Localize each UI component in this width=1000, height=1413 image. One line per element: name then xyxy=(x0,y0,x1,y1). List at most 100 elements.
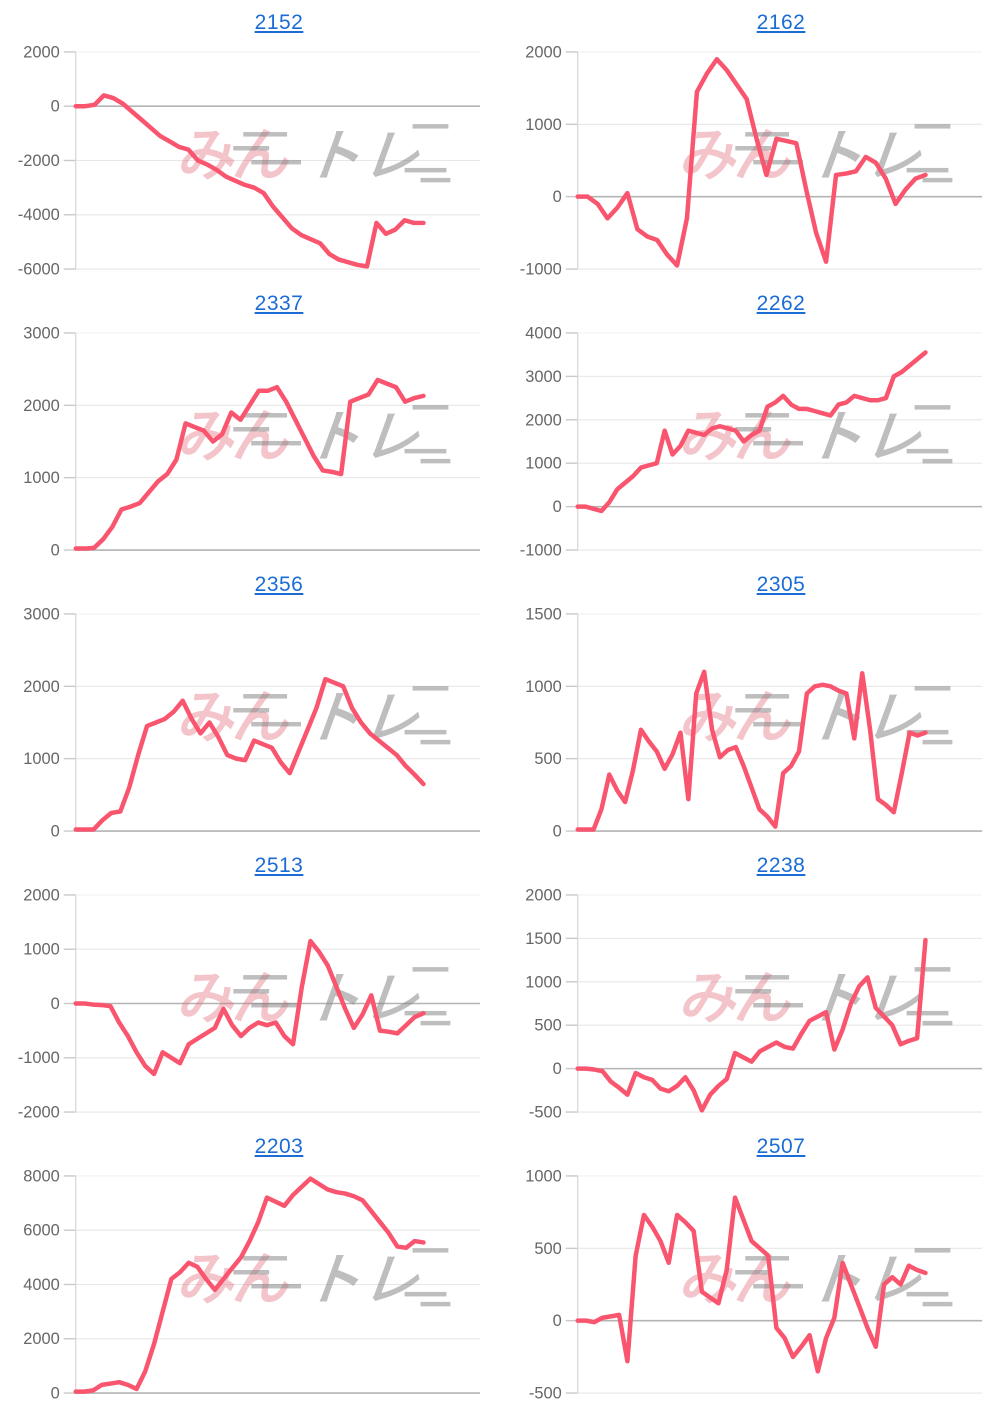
chart-card: 2238 2000 1500 1000 500 0 -500 みん トレ xyxy=(506,845,994,1126)
watermark: みん トレ xyxy=(175,123,451,188)
y-tick-label: 0 xyxy=(553,498,562,516)
chart-card: 2152 2000 0 -2000 -4000 -6000 みん トレ xyxy=(4,2,492,283)
y-tick-label: -4000 xyxy=(18,206,60,224)
y-tick-label: 500 xyxy=(534,1017,561,1035)
y-tick-label: 1500 xyxy=(525,930,562,948)
y-tick-label: -1000 xyxy=(18,1049,60,1067)
watermark-speed-line-icon xyxy=(412,124,449,129)
y-tick-label: 4000 xyxy=(525,324,562,342)
watermark-speed-line-icon xyxy=(243,413,288,418)
y-tick-label: 500 xyxy=(534,750,561,768)
y-tick-label: 2000 xyxy=(23,886,60,904)
watermark-speed-line-icon xyxy=(922,739,953,745)
y-tick-label: 0 xyxy=(51,98,60,116)
y-axis-labels: 3000 2000 1000 0 xyxy=(23,605,60,840)
y-tick-label: 6000 xyxy=(23,1222,60,1240)
watermark-speed-line-icon xyxy=(404,729,447,735)
data-line xyxy=(575,350,928,514)
watermark: みん トレ xyxy=(677,685,953,750)
y-tick-label: 1000 xyxy=(525,1167,562,1185)
data-line xyxy=(73,93,426,269)
watermark-speed-line-icon xyxy=(753,440,804,446)
chart-title-wrap: 2356 xyxy=(4,572,492,598)
line-chart: 4000 3000 2000 1000 0 -1000 みん トレ xyxy=(520,324,983,560)
chart-title-link[interactable]: 2152 xyxy=(254,11,304,34)
watermark-gray-text: トレ xyxy=(800,1250,938,1312)
watermark-speed-line-icon xyxy=(412,686,449,691)
watermark-speed-line-icon xyxy=(745,694,790,699)
chart-card: 2305 1500 1000 500 0 みん トレ xyxy=(506,564,994,845)
watermark-speed-line-icon xyxy=(420,458,451,464)
watermark-speed-line-icon xyxy=(735,146,772,151)
y-tick-label: 2000 xyxy=(23,397,60,415)
watermark-speed-line-icon xyxy=(233,427,270,432)
chart-title-wrap: 2203 xyxy=(4,1134,492,1160)
chart-title-link[interactable]: 2337 xyxy=(254,292,304,315)
y-tick-label: -1000 xyxy=(520,261,562,279)
y-tick-label: 1000 xyxy=(525,678,562,696)
watermark-speed-line-icon xyxy=(914,967,951,972)
chart-title-wrap: 2152 xyxy=(4,10,492,36)
line-chart: 2000 1000 0 -1000 みん トレ xyxy=(520,43,983,279)
watermark-speed-line-icon xyxy=(412,405,449,410)
data-line xyxy=(575,937,928,1113)
chart-card: 2513 2000 1000 0 -1000 -2000 みん トレ xyxy=(4,845,492,1126)
chart-title-link[interactable]: 2305 xyxy=(756,573,806,596)
watermark-speed-line-icon xyxy=(243,975,288,980)
watermark-speed-line-icon xyxy=(914,686,951,691)
chart-title-link[interactable]: 2238 xyxy=(756,854,806,877)
chart-title-link[interactable]: 2513 xyxy=(254,854,304,877)
y-tick-label: 0 xyxy=(51,995,60,1013)
watermark-speed-line-icon xyxy=(233,989,270,994)
data-line xyxy=(73,938,426,1077)
y-tick-label: 1000 xyxy=(525,973,562,991)
watermark-speed-line-icon xyxy=(404,448,447,454)
y-axis-labels: 2000 1000 0 -1000 -2000 xyxy=(18,886,60,1121)
line-chart: 2000 1500 1000 500 0 -500 みん トレ xyxy=(525,886,983,1122)
y-tick-label: 0 xyxy=(553,188,562,206)
watermark-speed-line-icon xyxy=(735,427,772,432)
y-tick-label: 1000 xyxy=(525,455,562,473)
watermark: みん トレ xyxy=(677,404,953,469)
chart-title-wrap: 2513 xyxy=(4,853,492,879)
gridlines xyxy=(565,613,983,832)
watermark-speed-line-icon xyxy=(412,967,449,972)
watermark-speed-line-icon xyxy=(420,1301,451,1307)
line-chart: 2000 0 -2000 -4000 -6000 みん トレ xyxy=(18,43,481,279)
watermark-speed-line-icon xyxy=(914,1248,951,1253)
chart-title-wrap: 2305 xyxy=(506,572,994,598)
gridlines xyxy=(63,332,481,551)
y-tick-label: 1500 xyxy=(525,605,562,623)
watermark-speed-line-icon xyxy=(243,694,288,699)
watermark-speed-line-icon xyxy=(914,124,951,129)
y-tick-label: 1000 xyxy=(525,116,562,134)
watermark: みん トレ xyxy=(175,404,451,469)
chart-title-link[interactable]: 2262 xyxy=(756,292,806,315)
chart-card: 2507 1000 500 0 -500 みん トレ xyxy=(506,1126,994,1407)
chart-card: 2203 8000 6000 4000 2000 0 みん トレ xyxy=(4,1126,492,1407)
chart-title-link[interactable]: 2203 xyxy=(254,1135,304,1158)
watermark: みん トレ xyxy=(175,966,451,1031)
watermark-gray-text: トレ xyxy=(800,407,938,469)
watermark-speed-line-icon xyxy=(922,458,953,464)
gridlines xyxy=(565,51,983,270)
watermark-speed-line-icon xyxy=(906,1010,949,1016)
chart-title-link[interactable]: 2356 xyxy=(254,573,304,596)
chart-title-link[interactable]: 2507 xyxy=(756,1135,806,1158)
watermark-speed-line-icon xyxy=(906,1291,949,1297)
y-axis-labels: 2000 0 -2000 -4000 -6000 xyxy=(18,43,60,278)
watermark-speed-line-icon xyxy=(412,1248,449,1253)
chart-title-wrap: 2337 xyxy=(4,291,492,317)
y-tick-label: 500 xyxy=(534,1240,561,1258)
gridlines xyxy=(565,894,983,1113)
watermark-speed-line-icon xyxy=(922,177,953,183)
watermark-speed-line-icon xyxy=(906,167,949,173)
chart-title-link[interactable]: 2162 xyxy=(756,11,806,34)
y-axis-labels: 1000 500 0 -500 xyxy=(525,1167,562,1402)
watermark-speed-line-icon xyxy=(233,146,270,151)
watermark-speed-line-icon xyxy=(922,1020,953,1026)
y-tick-label: 8000 xyxy=(23,1167,60,1185)
y-tick-label: 1000 xyxy=(23,941,60,959)
